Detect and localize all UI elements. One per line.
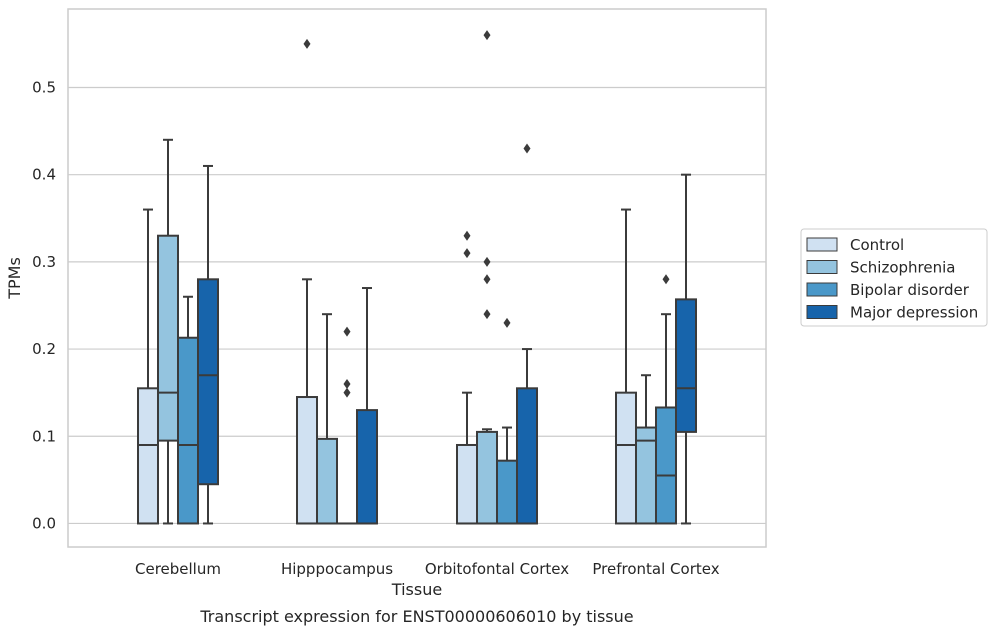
- box-bipolar-disorder: [177, 295, 199, 525]
- box-major-depression: [675, 173, 697, 525]
- chart-caption: Transcript expression for ENST0000060601…: [199, 607, 633, 626]
- box-control: [137, 208, 159, 525]
- outlier-point: [523, 143, 531, 154]
- box-major-depression: [197, 164, 219, 525]
- outlier-point: [662, 274, 670, 285]
- outlier-point: [503, 317, 511, 328]
- box-body: [316, 437, 338, 525]
- outlier-point: [303, 38, 311, 49]
- box-schizophrenia: [157, 138, 179, 525]
- y-tick-label: 0.3: [32, 253, 56, 271]
- box-major-depression: [356, 287, 378, 525]
- legend-label: Schizophrenia: [850, 259, 955, 277]
- outlier-point: [483, 309, 491, 320]
- y-tick-labels: 0.0 0.1 0.2 0.3 0.4 0.5: [32, 78, 56, 532]
- legend-swatch: [806, 305, 838, 319]
- legend-swatch: [806, 260, 838, 274]
- box-body: [655, 406, 677, 525]
- y-tick-label: 0.2: [32, 340, 56, 358]
- boxes: [137, 30, 697, 525]
- y-tick-label: 0.4: [32, 166, 56, 184]
- box-bipolar-disorder: [496, 317, 518, 525]
- box-body: [615, 391, 637, 525]
- y-tick-label: 0.5: [32, 78, 56, 96]
- box-body: [496, 459, 518, 525]
- legend-label: Major depression: [850, 304, 978, 322]
- x-tick-label: Cerebellum: [135, 560, 221, 578]
- box-body: [516, 387, 538, 525]
- y-axis-label: TPMs: [5, 257, 24, 300]
- box-schizophrenia: [476, 30, 498, 525]
- box-bipolar-disorder: [655, 274, 677, 525]
- outlier-point: [343, 378, 351, 389]
- legend-label: Bipolar disorder: [850, 281, 970, 299]
- outlier-point: [483, 256, 491, 267]
- box-body: [635, 426, 657, 525]
- box-control: [296, 38, 318, 525]
- x-tick-label: Hipppocampus: [281, 560, 393, 578]
- box-control: [615, 208, 637, 525]
- box-body: [137, 387, 159, 525]
- outlier-point: [463, 248, 471, 259]
- box-body: [675, 298, 697, 433]
- legend: Control Schizophrenia Bipolar disorder Majo…: [800, 228, 988, 327]
- box-body: [476, 430, 498, 525]
- box-control: [456, 391, 478, 525]
- plot-frame: [67, 8, 767, 548]
- x-tick-label: Prefrontal Cortex: [592, 560, 719, 578]
- x-axis-label: Tissue: [391, 580, 442, 599]
- box-bipolar-disorder: [336, 326, 358, 525]
- box-body: [177, 336, 199, 525]
- y-tick-label: 0.0: [32, 514, 56, 532]
- box-body: [157, 234, 179, 442]
- outlier-point: [483, 274, 491, 285]
- outlier-point: [343, 387, 351, 398]
- x-tick-label: Orbitofontal Cortex: [425, 560, 569, 578]
- box-schizophrenia: [316, 313, 338, 525]
- outlier-point: [483, 30, 491, 41]
- box-schizophrenia: [635, 374, 657, 525]
- legend-swatch: [806, 237, 838, 252]
- legend-swatch: [806, 282, 838, 297]
- box-major-depression: [516, 143, 538, 525]
- y-tick-label: 0.1: [32, 427, 56, 445]
- box-body: [296, 396, 318, 525]
- outlier-point: [343, 326, 351, 337]
- box-body: [456, 443, 478, 525]
- x-tick-labels: Cerebellum Hipppocampus Orbitofontal Corte…: [135, 560, 720, 578]
- box-body: [197, 278, 219, 486]
- legend-label: Control: [850, 236, 904, 254]
- box-body: [356, 409, 378, 525]
- legend-frame: [800, 228, 988, 327]
- outlier-point: [463, 230, 471, 241]
